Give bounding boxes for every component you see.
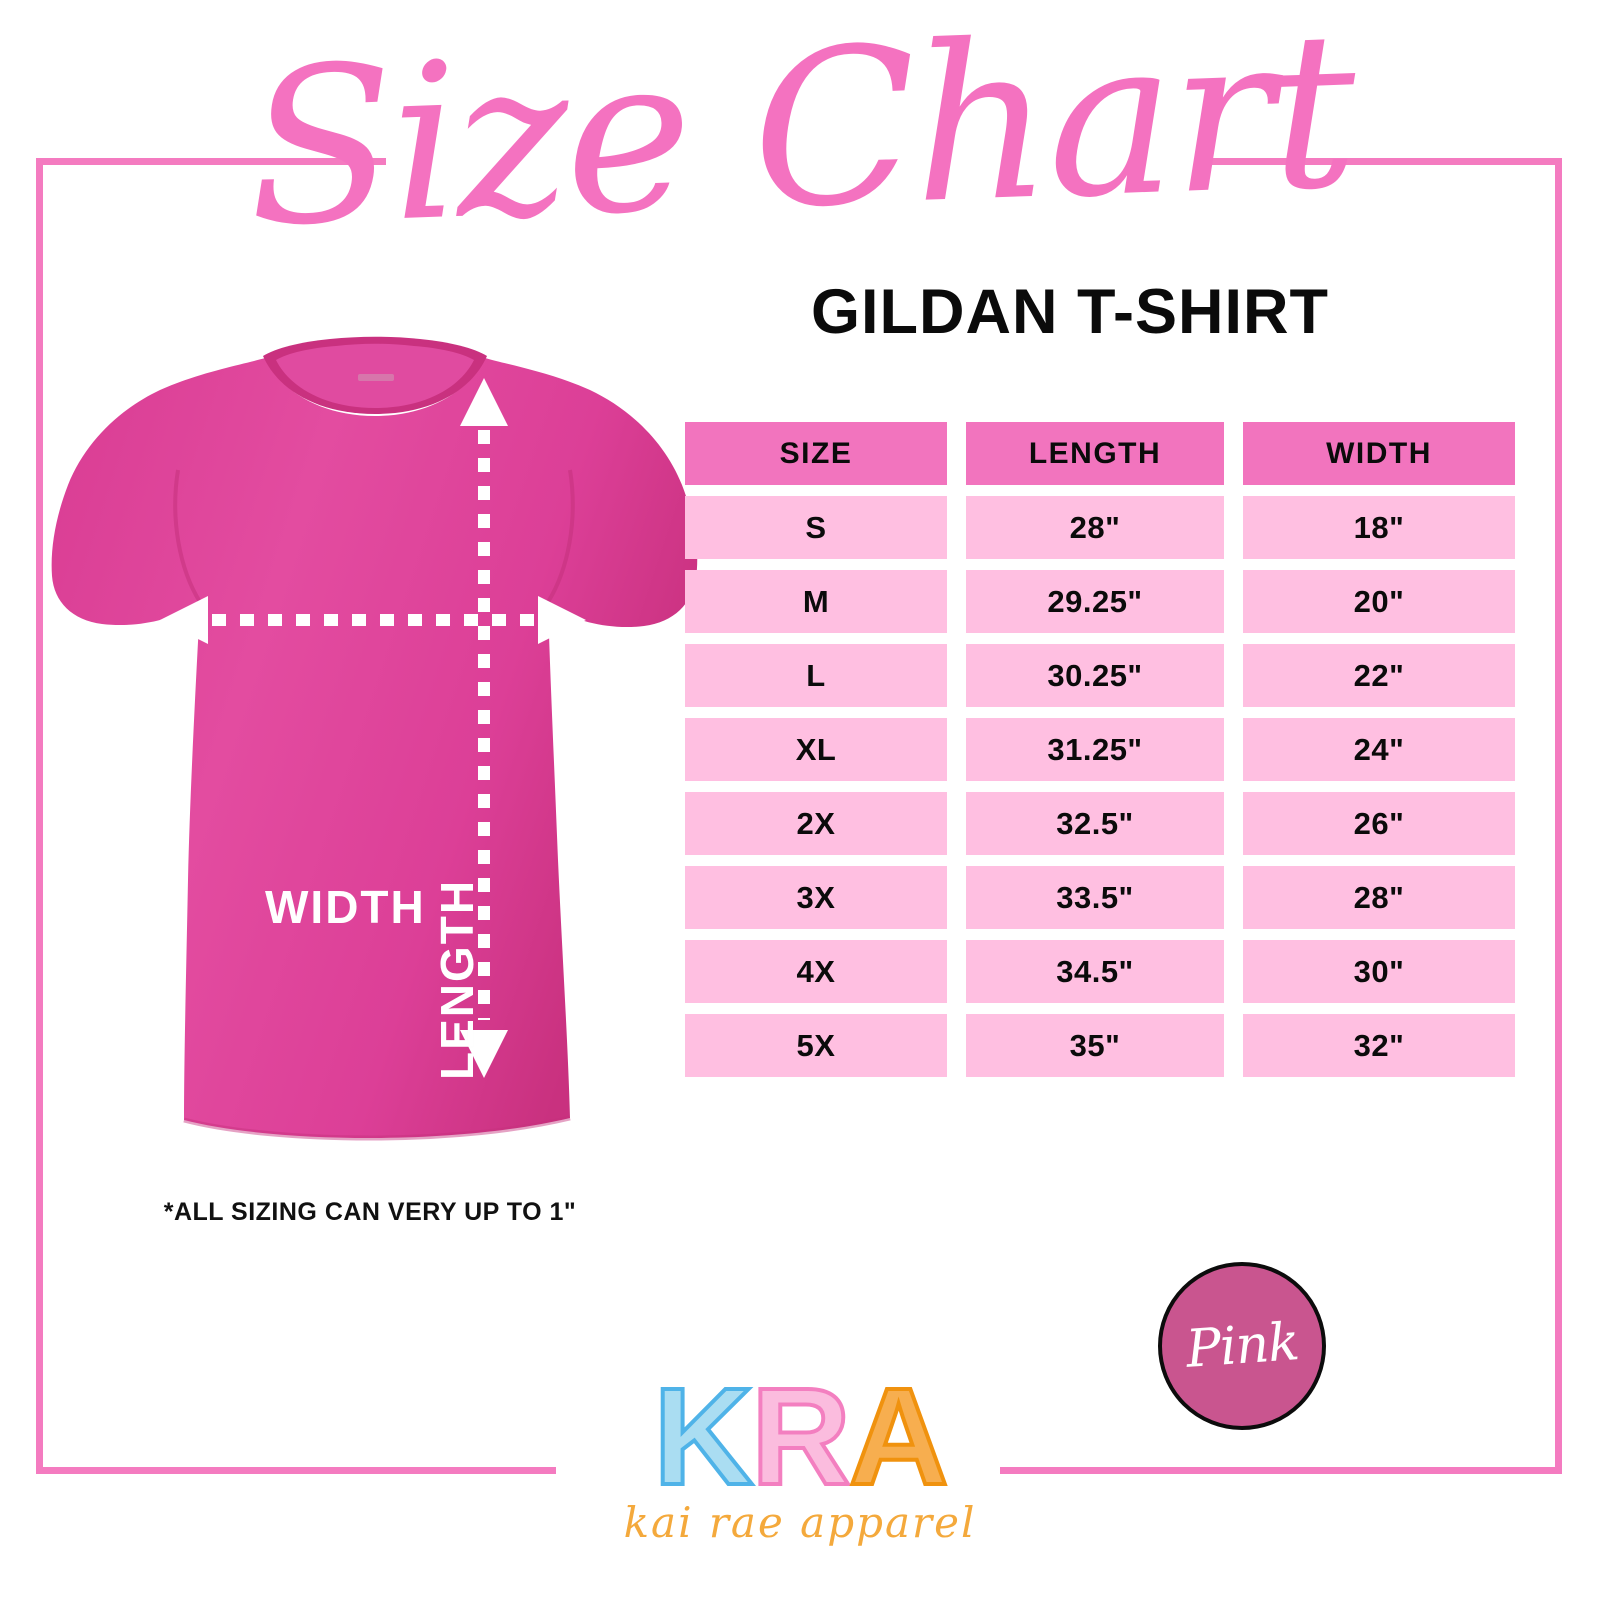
- tshirt-svg: [51, 336, 698, 1141]
- tshirt-sleeve-seam-left: [173, 469, 202, 604]
- column-header-width: WIDTH: [1243, 422, 1515, 485]
- cell-width: 30": [1243, 940, 1515, 1003]
- frame-border-left: [36, 158, 43, 1474]
- frame-border-top-right: [1200, 158, 1562, 165]
- length-dimension-label: LENGTH: [431, 878, 483, 1080]
- width-arrow-icon: [160, 596, 586, 644]
- brand-letter-k: K: [651, 1360, 755, 1514]
- cell-size: 4X: [685, 940, 947, 1003]
- cell-width: 20": [1243, 570, 1515, 633]
- cell-length: 28": [966, 496, 1224, 559]
- sizing-disclaimer: *ALL SIZING CAN VERY UP TO 1": [163, 1198, 577, 1226]
- cell-length: 33.5": [966, 866, 1224, 929]
- cell-width: 22": [1243, 644, 1515, 707]
- table-row: M 29.25" 20": [685, 570, 1535, 633]
- table-row: L 30.25" 22": [685, 644, 1535, 707]
- cell-length: 35": [966, 1014, 1224, 1077]
- cell-size: 2X: [685, 792, 947, 855]
- brand-letters: K R A: [595, 1360, 1005, 1514]
- cell-width: 32": [1243, 1014, 1515, 1077]
- cell-width: 26": [1243, 792, 1515, 855]
- tshirt-sleeve-seam-right: [546, 469, 575, 604]
- brand-letter-r: R: [749, 1360, 853, 1514]
- table-row: 4X 34.5" 30": [685, 940, 1535, 1003]
- cell-length: 34.5": [966, 940, 1224, 1003]
- brand-logo: K R A kai rae apparel: [595, 1360, 1005, 1547]
- cell-size: S: [685, 496, 947, 559]
- width-dimension-label: WIDTH: [265, 881, 426, 933]
- table-row: 2X 32.5" 26": [685, 792, 1535, 855]
- product-heading: GILDAN T-SHIRT: [811, 277, 1329, 347]
- column-header-length: LENGTH: [966, 422, 1224, 485]
- cell-width: 18": [1243, 496, 1515, 559]
- column-header-size: SIZE: [685, 422, 947, 485]
- brand-tagline: kai rae apparel: [623, 1498, 977, 1547]
- tshirt-hem: [183, 1115, 571, 1141]
- tshirt-illustration: WIDTH LENGTH: [50, 320, 700, 1190]
- cell-size: L: [685, 644, 947, 707]
- tshirt-neck-tag: [358, 374, 394, 381]
- table-row: 3X 33.5" 28": [685, 866, 1535, 929]
- table-header-row: SIZE LENGTH WIDTH: [685, 422, 1535, 485]
- cell-size: XL: [685, 718, 947, 781]
- cell-size: M: [685, 570, 947, 633]
- cell-length: 32.5": [966, 792, 1224, 855]
- frame-border-bottom-left: [36, 1467, 556, 1474]
- table-row: 5X 35" 32": [685, 1014, 1535, 1077]
- table-row: S 28" 18": [685, 496, 1535, 559]
- size-chart-table: SIZE LENGTH WIDTH S 28" 18" M 29.25" 20"…: [685, 422, 1535, 1088]
- tshirt-body-shape: [51, 358, 698, 1138]
- cell-length: 31.25": [966, 718, 1224, 781]
- cell-length: 29.25": [966, 570, 1224, 633]
- cell-size: 5X: [685, 1014, 947, 1077]
- cell-width: 24": [1243, 718, 1515, 781]
- brand-letter-a: A: [847, 1360, 951, 1514]
- color-swatch-label: Pink: [1183, 1312, 1301, 1380]
- length-arrow-icon: [460, 378, 508, 1078]
- frame-border-bottom-right: [1000, 1467, 1562, 1474]
- table-row: XL 31.25" 24": [685, 718, 1535, 781]
- page-title-script: Size Chart: [243, 0, 1357, 275]
- cell-width: 28": [1243, 866, 1515, 929]
- frame-border-top-left: [36, 158, 386, 165]
- cell-length: 30.25": [966, 644, 1224, 707]
- cell-size: 3X: [685, 866, 947, 929]
- frame-border-right: [1555, 158, 1562, 1474]
- color-swatch-badge: Pink: [1158, 1262, 1326, 1430]
